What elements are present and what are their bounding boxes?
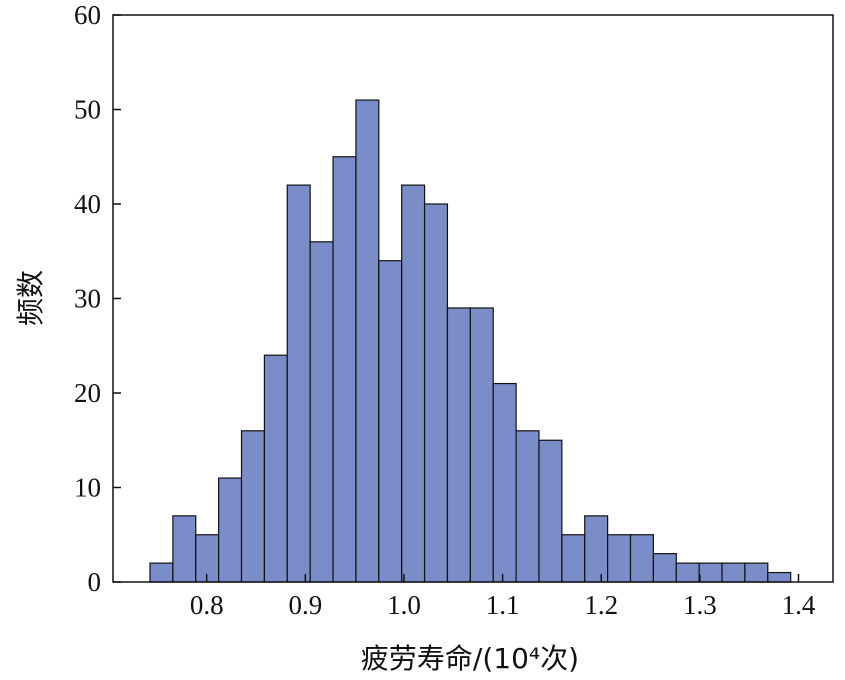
histogram-bar bbox=[149, 562, 174, 583]
histogram-bar bbox=[561, 534, 586, 583]
histogram-bar bbox=[263, 354, 288, 583]
histogram-bar bbox=[286, 184, 311, 583]
histogram-bar bbox=[401, 184, 426, 583]
x-tick-label: 1.4 bbox=[782, 590, 816, 620]
histogram-bar bbox=[446, 307, 471, 583]
y-tick-label: 20 bbox=[74, 378, 101, 408]
y-tick-label: 10 bbox=[74, 473, 101, 503]
x-tick-label: 1.2 bbox=[584, 590, 618, 620]
histogram-bar bbox=[332, 156, 357, 583]
histogram-bar bbox=[515, 430, 540, 583]
x-axis-title: 疲劳寿命/(10⁴次) bbox=[361, 642, 579, 675]
histogram-bar bbox=[378, 260, 403, 583]
histogram-bar bbox=[744, 562, 769, 583]
histogram-bar bbox=[469, 307, 494, 583]
y-tick-label: 60 bbox=[74, 0, 101, 30]
histogram-bar bbox=[584, 515, 609, 583]
histogram-bar bbox=[607, 534, 632, 583]
y-tick-label: 30 bbox=[74, 284, 101, 314]
histogram-bar bbox=[355, 99, 380, 583]
y-axis-title: 频数 bbox=[14, 270, 47, 326]
x-tick-label: 1.3 bbox=[683, 590, 717, 620]
x-tick-label: 0.8 bbox=[190, 590, 224, 620]
x-tick-label: 1.0 bbox=[387, 590, 421, 620]
y-tick-label: 50 bbox=[74, 95, 101, 125]
x-tick-label: 1.1 bbox=[486, 590, 520, 620]
histogram-bar bbox=[218, 477, 243, 583]
y-axis: 0 10 20 30 40 50 60 bbox=[74, 0, 121, 597]
x-tick-label: 0.9 bbox=[288, 590, 322, 620]
histogram-bar bbox=[240, 430, 265, 583]
y-tick-label: 40 bbox=[74, 189, 101, 219]
histogram-bar bbox=[652, 553, 677, 583]
histogram-bar bbox=[767, 571, 792, 583]
histogram-bar bbox=[629, 534, 654, 583]
histogram-bar bbox=[721, 562, 746, 583]
x-axis: 0.8 0.9 1.0 1.1 1.2 1.3 1.4 bbox=[190, 574, 816, 620]
histogram-bar bbox=[423, 203, 449, 583]
histogram-bar bbox=[172, 515, 197, 583]
histogram-bar bbox=[309, 241, 334, 583]
histogram-bar bbox=[538, 439, 563, 583]
histogram-bar bbox=[675, 562, 700, 583]
histogram-bar bbox=[492, 382, 517, 583]
histogram-bar bbox=[698, 562, 723, 583]
y-tick-label: 0 bbox=[88, 567, 102, 597]
histogram-bars bbox=[149, 99, 792, 583]
